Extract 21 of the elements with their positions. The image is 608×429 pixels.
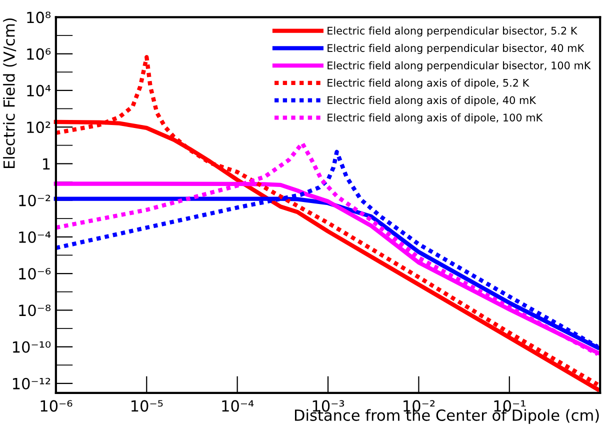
legend-label: Electric field along axis of dipole, 100 mK: [328, 113, 543, 124]
legend-label: Electric field along perpendicular bisector, 40 mK: [328, 44, 584, 54]
y-tick-label: 10⁻⁴: [19, 231, 51, 243]
y-axis-title: Electric Field (V/cm): [3, 18, 17, 168]
x-tick-label: 10⁻⁴: [222, 400, 254, 412]
y-tick-label: 10⁻⁸: [19, 304, 51, 316]
y-tick-label: 10⁸: [27, 12, 51, 24]
y-tick-label: 10⁻²: [19, 194, 50, 206]
x-tick-label: 10⁻⁵: [131, 400, 163, 412]
legend-label: Electric field along axis of dipole, 40 mK: [328, 96, 536, 106]
x-tick-label: 10⁻⁶: [40, 400, 72, 412]
y-tick-label: 10⁻⁶: [19, 268, 51, 280]
legend-label: Electric field along perpendicular bisector, 5.2 K: [328, 26, 578, 37]
y-tick-label: 1: [43, 158, 50, 170]
legend-label: Electric field along perpendicular bisector, 100 mK: [328, 61, 591, 72]
y-tick-label: 10⁴: [27, 84, 51, 96]
y-tick-label: 10⁶: [27, 48, 51, 60]
y-tick-label: 10²: [27, 121, 50, 134]
legend-label: Electric field along axis of dipole, 5.2 K: [328, 78, 530, 89]
y-tick-label: 10⁻¹²: [12, 378, 50, 390]
y-tick-label: 10⁻¹⁰: [12, 341, 51, 353]
